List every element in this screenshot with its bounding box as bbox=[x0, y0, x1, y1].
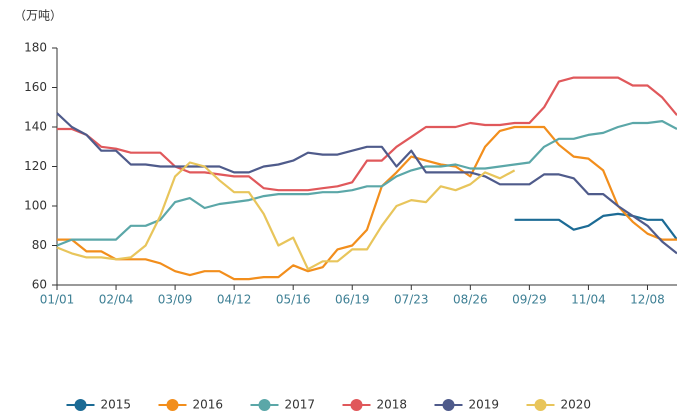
x-tick-label: 02/04 bbox=[99, 293, 134, 307]
x-tick-label: 09/29 bbox=[512, 293, 547, 307]
x-tick-label: 11/04 bbox=[571, 293, 606, 307]
legend-label: 2017 bbox=[285, 398, 316, 412]
legend-marker bbox=[258, 399, 271, 411]
series-line bbox=[57, 76, 677, 192]
legend-label: 2020 bbox=[561, 398, 592, 412]
legend-marker bbox=[350, 399, 363, 411]
legend-marker bbox=[166, 399, 179, 411]
series-line bbox=[56, 112, 677, 255]
y-unit: （万吨） bbox=[14, 9, 62, 23]
y-tick-label: 120 bbox=[24, 159, 47, 173]
legend-marker bbox=[534, 399, 547, 411]
legend-label: 2016 bbox=[193, 398, 224, 412]
x-tick-label: 08/26 bbox=[453, 293, 488, 307]
series-line bbox=[57, 125, 677, 281]
x-tick-label: 04/12 bbox=[217, 293, 252, 307]
x-tick-label: 07/23 bbox=[394, 293, 429, 307]
x-tick-label: 03/09 bbox=[158, 293, 193, 307]
legend-label: 2015 bbox=[101, 398, 132, 412]
legend-label: 2019 bbox=[469, 398, 500, 412]
series-line bbox=[56, 120, 677, 247]
y-tick-label: 160 bbox=[24, 80, 47, 94]
y-tick-label: 180 bbox=[24, 41, 47, 55]
x-tick-label: 12/08 bbox=[630, 293, 665, 307]
series-line bbox=[514, 212, 677, 241]
y-tick-label: 100 bbox=[24, 199, 47, 213]
y-tick-label: 140 bbox=[24, 120, 47, 134]
y-tick-label: 60 bbox=[32, 278, 47, 292]
x-tick-label: 06/19 bbox=[335, 293, 370, 307]
legend-marker bbox=[442, 399, 455, 411]
legend-label: 2018 bbox=[377, 398, 408, 412]
legend-marker bbox=[74, 399, 87, 411]
x-tick-label: 01/01 bbox=[40, 293, 75, 307]
x-tick-label: 05/16 bbox=[276, 293, 311, 307]
series-line bbox=[56, 161, 516, 271]
y-tick-label: 80 bbox=[32, 238, 47, 252]
